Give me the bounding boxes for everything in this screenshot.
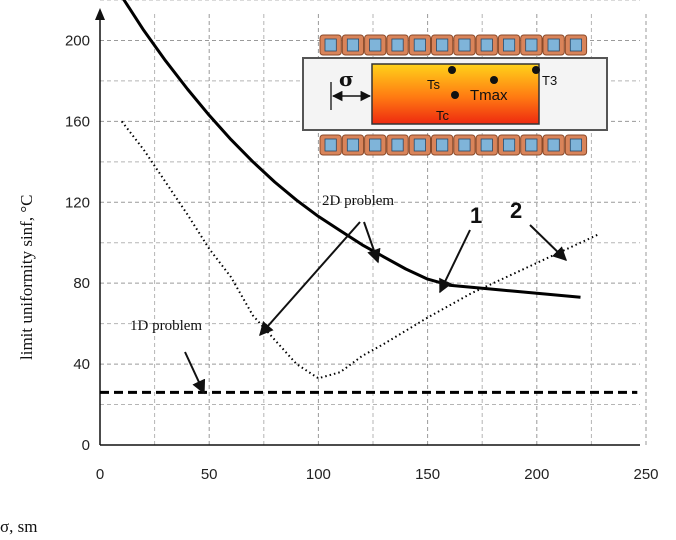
sensor-point xyxy=(451,91,459,99)
arrow-2d-to-series-1 xyxy=(363,221,381,264)
coil-core xyxy=(525,138,538,152)
chamber-schematic: σ Ts Tc Tmax T3 xyxy=(302,34,608,156)
inset-tmax-label: Tmax xyxy=(470,87,508,104)
coil-core xyxy=(480,138,493,152)
coil-core xyxy=(458,138,471,152)
series-group xyxy=(100,0,638,394)
annotation-1d-problem: 1D problem xyxy=(130,318,202,334)
coil-core xyxy=(346,138,359,152)
x-tick-label: 50 xyxy=(201,466,218,483)
coil-core xyxy=(436,138,449,152)
tick-labels: 0 40 80 120 160 200 0 50 100 150 200 250 xyxy=(65,32,659,483)
coil-core xyxy=(547,38,560,52)
coil-core xyxy=(547,138,560,152)
series-1-label: 1 xyxy=(470,203,482,228)
coil-core xyxy=(525,38,538,52)
coil-core xyxy=(458,38,471,52)
x-tick-label: 0 xyxy=(96,466,104,483)
coil-core xyxy=(436,38,449,52)
series-2-label: 2 xyxy=(510,198,522,223)
x-tick-label: 200 xyxy=(524,466,549,483)
series-line-2 xyxy=(121,120,599,380)
arrow-1-to-series-1 xyxy=(439,229,471,294)
x-tick-label: 150 xyxy=(415,466,440,483)
coil-core xyxy=(391,38,404,52)
inset-tc-label: Tc xyxy=(436,108,450,123)
y-axis-label: limit uniformity sinf, °C xyxy=(17,195,36,360)
x-tick-label: 250 xyxy=(633,466,658,483)
annotation-2d-problem: 2D problem xyxy=(322,193,394,209)
coil-core xyxy=(502,38,516,52)
y-tick-label: 200 xyxy=(65,32,90,49)
x-tick-label: 100 xyxy=(306,466,331,483)
arrow-2d-to-series-2 xyxy=(259,221,361,337)
arrow-2-to-series-2 xyxy=(529,224,568,261)
coil-core xyxy=(413,138,426,152)
inset-sigma-label: σ xyxy=(339,67,354,91)
y-axis-arrow xyxy=(95,8,105,20)
y-tick-label: 80 xyxy=(73,275,90,292)
coil-core xyxy=(502,138,516,152)
sensor-point xyxy=(490,76,498,84)
coil-core xyxy=(369,138,382,152)
coil-core xyxy=(480,38,493,52)
y-tick-label: 0 xyxy=(82,437,90,454)
sensor-point xyxy=(448,66,456,74)
coil-core xyxy=(346,38,359,52)
inset-t3-label: T3 xyxy=(542,73,557,88)
sensor-point xyxy=(532,66,540,74)
y-tick-label: 160 xyxy=(65,113,90,130)
series-line-1 xyxy=(122,0,581,299)
x-axis-label: σ, sm xyxy=(0,517,38,536)
coil-core xyxy=(391,138,404,152)
coil-core xyxy=(413,38,426,52)
y-tick-label: 40 xyxy=(73,356,90,373)
arrow-1d-to-line xyxy=(184,351,206,395)
coil-core xyxy=(324,138,337,152)
inset-ts-label: Ts xyxy=(427,77,441,92)
y-tick-label: 120 xyxy=(65,194,90,211)
annotations: 2D problem 1D problem 1 2 xyxy=(130,193,568,395)
coil-core xyxy=(569,38,582,52)
coil-core xyxy=(324,38,337,52)
coil-core xyxy=(569,138,582,152)
coil-core xyxy=(369,38,382,52)
axes xyxy=(95,8,640,446)
